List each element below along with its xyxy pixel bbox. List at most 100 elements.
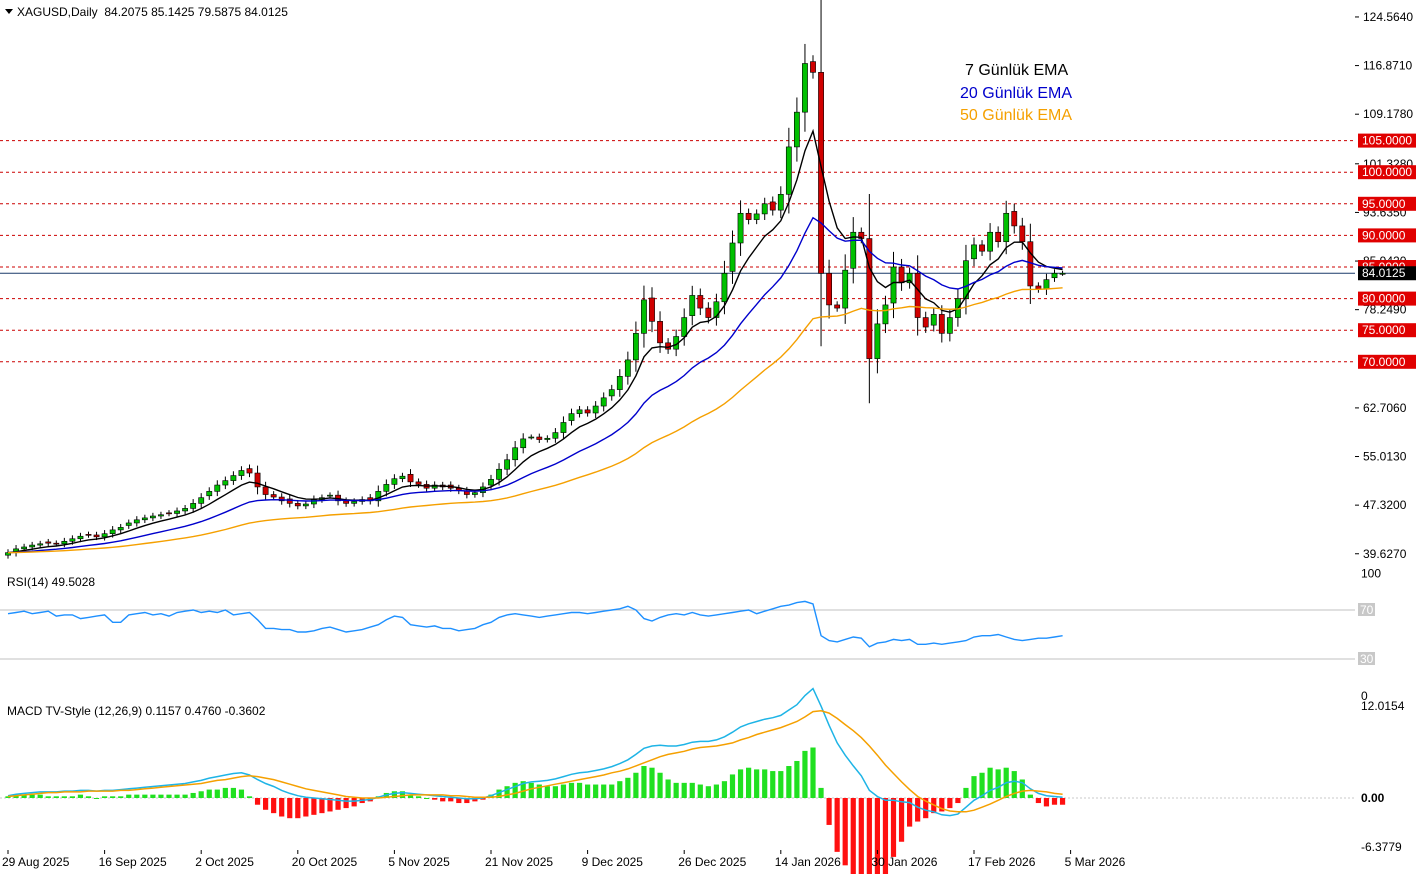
date-tick-label: 26 Dec 2025 [678, 855, 746, 869]
macd-histogram-bar [528, 782, 534, 798]
candle-up [930, 314, 937, 326]
candle-down [769, 201, 776, 211]
candle-up [431, 484, 438, 489]
candle-up [560, 422, 567, 433]
macd-histogram-bar [222, 787, 228, 798]
date-tick-label: 14 Jan 2026 [775, 855, 841, 869]
candle-up [150, 515, 156, 519]
macd-histogram-bar [512, 782, 518, 798]
rsi-tick-bg [1358, 652, 1375, 665]
macd-histogram-bar [230, 787, 236, 798]
candle-up [946, 317, 953, 334]
macd-histogram-bar [568, 782, 575, 798]
macd-histogram-bar [214, 789, 220, 798]
price-tick-label: 39.6270 [1363, 547, 1407, 561]
price-tick-label: 124.5640 [1363, 10, 1413, 24]
candle-up [681, 317, 688, 337]
macd-histogram-bar [601, 784, 607, 798]
macd-histogram-bar [254, 798, 261, 805]
candle-up [327, 494, 333, 497]
current-price-label: 84.0125 [1362, 266, 1406, 280]
macd-histogram-bar [504, 786, 510, 798]
candle-up [842, 269, 849, 309]
candle-up [1051, 273, 1058, 279]
macd-histogram-bar [585, 784, 591, 798]
macd-histogram-bar [415, 796, 422, 798]
candle-up [568, 413, 575, 421]
macd-line [7, 687, 1063, 817]
macd-histogram-bar [649, 767, 655, 798]
candle-up [552, 432, 559, 439]
macd-histogram-bar [576, 782, 583, 798]
macd-histogram-bar [971, 776, 977, 798]
macd-histogram-bar [246, 796, 253, 798]
candle-up [214, 484, 221, 492]
macd-histogram-bar [939, 798, 945, 812]
candle-up [737, 212, 744, 244]
macd-histogram-bar [456, 798, 462, 804]
macd-histogram-bar [834, 798, 840, 852]
candle-down [938, 314, 945, 334]
macd-histogram-bar [174, 794, 180, 798]
macd-histogram-bar [407, 794, 414, 798]
rsi-tick-label: 70 [1360, 603, 1374, 617]
date-axis: 29 Aug 2025 16 Sep 2025 2 Oct 2025 20 Oct 2… [2, 850, 1126, 869]
price-axis: 100 70 30 012.0154 0.00 -6.3779 124.5640 116.87… [1355, 10, 1416, 854]
symbol-header[interactable]: XAGUSD,Daily 84.2075 85.1425 79.5875 84.… [5, 5, 288, 19]
macd-histogram-bar [77, 794, 84, 798]
candle-up [576, 409, 583, 414]
candle-up [1043, 279, 1050, 290]
candle-up [230, 475, 237, 481]
legend-ema50: 50 Günlük EMA [960, 107, 1073, 124]
macd-histogram-bar [1027, 794, 1033, 798]
macd-histogram-bar [319, 798, 325, 814]
macd-histogram-bar [440, 798, 446, 802]
candle-up [793, 111, 800, 148]
candle-down [584, 409, 591, 414]
level-label: 105.0000 [1362, 134, 1412, 148]
date-tick-label: 17 Feb 2026 [968, 855, 1036, 869]
candle-down [979, 244, 985, 252]
macd-histogram-bar [399, 791, 406, 798]
date-tick-label: 21 Nov 2025 [485, 855, 553, 869]
candle-down [278, 496, 285, 502]
macd-histogram-bar [705, 786, 711, 798]
rsi-tick-bg [1358, 603, 1375, 616]
date-tick-label: 16 Sep 2025 [99, 855, 167, 869]
candle-up [616, 376, 623, 390]
candle-up [496, 468, 502, 480]
price-tick-label: 116.8710 [1363, 59, 1412, 73]
candle-down [866, 238, 873, 359]
price-tick-label: 109.1780 [1363, 107, 1413, 121]
macd-histogram-bar [625, 777, 631, 798]
macd-histogram-bar [866, 798, 872, 874]
legend-ema7: 7 Günlük EMA [965, 62, 1069, 79]
candle-up [689, 295, 696, 316]
candle-down [254, 472, 261, 488]
candle-down [1011, 211, 1018, 227]
candle-down [705, 307, 712, 318]
candle-down [286, 498, 293, 504]
macd-histogram-bar [907, 798, 913, 827]
candle-up [882, 304, 889, 325]
candle-up [69, 538, 76, 542]
candle-down [270, 494, 277, 498]
rsi-title: RSI(14) 49.5028 [7, 575, 96, 589]
candle-up [987, 231, 993, 252]
macd-histogram-bar [850, 798, 856, 874]
candle-up [182, 508, 188, 512]
level-label-bg [1358, 291, 1416, 306]
macd-histogram-bar [593, 784, 599, 798]
candle-up [101, 533, 108, 538]
level-label: 70.0000 [1362, 355, 1406, 369]
current-price-label-bg [1358, 266, 1416, 281]
candle-down [407, 473, 414, 483]
candle-up [729, 242, 736, 272]
level-label: 90.0000 [1362, 228, 1406, 242]
chevron-down-icon[interactable] [5, 9, 13, 14]
macd-histogram-bar [29, 794, 35, 798]
macd-histogram-bar [770, 771, 776, 798]
level-label-bg [1358, 165, 1416, 180]
candle-up [802, 63, 808, 113]
